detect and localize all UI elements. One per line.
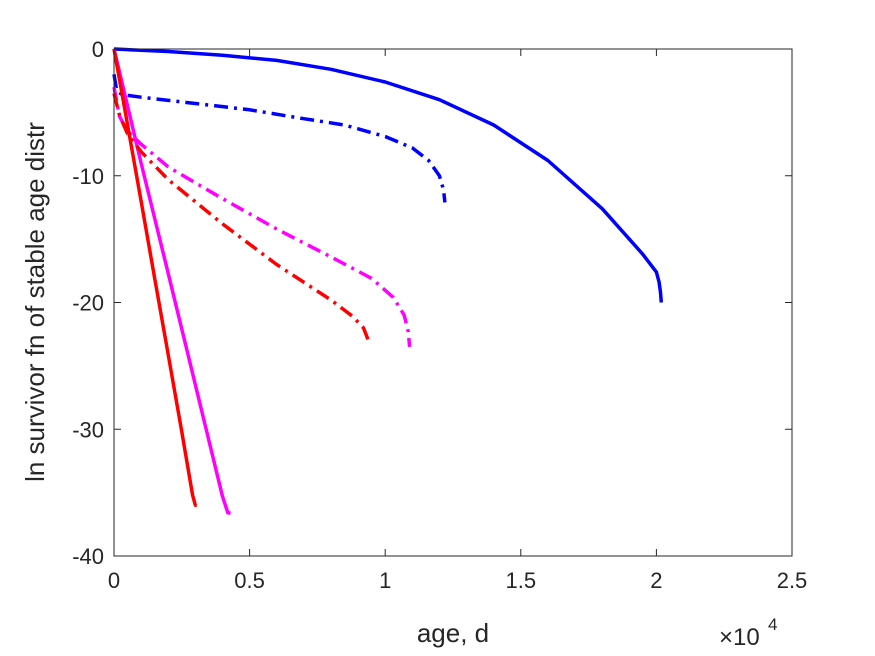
x-axis-label: age, d	[417, 618, 489, 648]
plot-area	[112, 47, 793, 557]
plot-background	[114, 49, 792, 556]
x-tick-label: 2	[650, 568, 662, 593]
y-axis-label: ln survivor fn of stable age distr	[20, 122, 50, 482]
series-line-3	[112, 48, 231, 515]
series-line-2	[112, 74, 447, 203]
x-exponent-power: 4	[768, 615, 777, 634]
x-tick-label: 1.5	[506, 568, 537, 593]
tick-marks	[113, 48, 793, 557]
x-tick-labels: 0 0.5 1 1.5 2 2.5	[108, 568, 807, 593]
x-axis-exponent: ×10 4	[719, 615, 777, 651]
y-tick-label: -40	[72, 544, 104, 569]
series-line-5	[112, 48, 198, 508]
y-tick-label: -10	[72, 164, 104, 189]
x-exponent-prefix: ×10	[719, 624, 760, 651]
y-tick-labels: 0 -10 -20 -30 -40	[72, 37, 104, 569]
series-layer	[112, 47, 664, 515]
y-tick-label: 0	[92, 37, 104, 62]
series-line-1	[113, 47, 664, 303]
series-line-6	[112, 92, 371, 343]
series-line-4	[112, 86, 412, 348]
x-tick-label: 2.5	[777, 568, 808, 593]
x-tick-label: 0	[108, 568, 120, 593]
x-tick-label: 1	[379, 568, 391, 593]
x-tick-label: 0.5	[234, 568, 265, 593]
y-tick-label: -20	[72, 291, 104, 316]
y-tick-label: -30	[72, 417, 104, 442]
